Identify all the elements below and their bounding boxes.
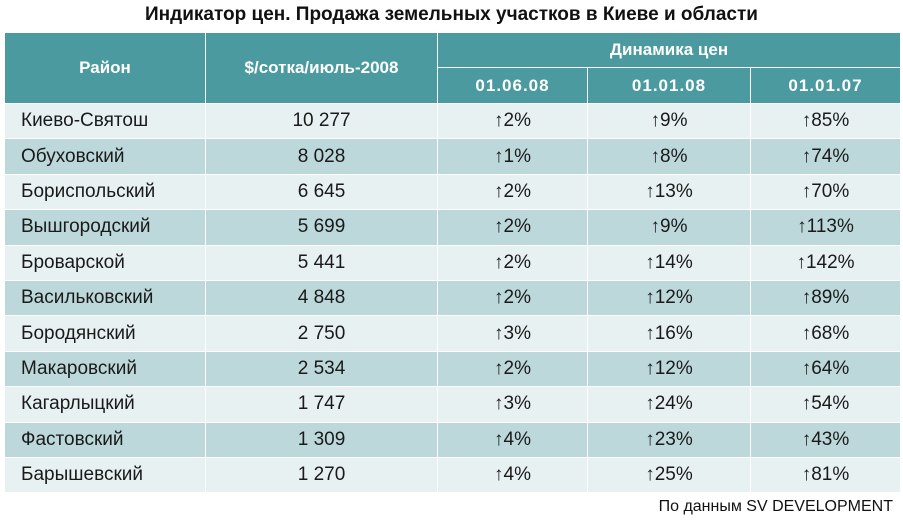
- change-cell-01-06-08: ↑2%: [437, 173, 588, 211]
- change-cell-01-01-07: ↑74%: [749, 138, 902, 175]
- change-cell-01-01-07: ↑64%: [749, 350, 902, 388]
- district-cell: Васильковский: [4, 279, 206, 317]
- change-cell-01-06-08: ↑2%: [437, 279, 588, 317]
- change-cell-01-06-08: ↑3%: [437, 386, 588, 423]
- change-cell-01-01-07: ↑70%: [749, 173, 902, 211]
- district-cell: Макаровский: [4, 350, 206, 388]
- change-cell-01-01-08: ↑9%: [587, 209, 751, 246]
- change-cell-01-01-07: ↑54%: [749, 386, 902, 423]
- header-district: Район: [4, 32, 206, 104]
- change-cell-01-01-08: ↑8%: [587, 138, 751, 175]
- district-cell: Киево-Святош: [4, 102, 206, 140]
- price-cell: 2 750: [205, 315, 438, 352]
- header-date-1: 01.06.08: [437, 67, 588, 104]
- table-row: Бориспольский 6 645 ↑2% ↑13% ↑70%: [4, 173, 902, 211]
- change-cell-01-06-08: ↑3%: [437, 315, 588, 352]
- district-cell: Фастовский: [4, 421, 206, 458]
- price-cell: 5 699: [205, 209, 438, 246]
- table-row: Обуховский 8 028 ↑1% ↑8% ↑74%: [4, 138, 902, 175]
- change-cell-01-01-08: ↑12%: [587, 279, 751, 317]
- table-row: Васильковский 4 848 ↑2% ↑12% ↑89%: [4, 279, 902, 317]
- change-cell-01-01-08: ↑16%: [587, 315, 751, 352]
- change-cell-01-06-08: ↑1%: [437, 138, 588, 175]
- district-cell: Броварской: [4, 244, 206, 281]
- change-cell-01-01-07: ↑43%: [749, 421, 902, 458]
- table-row: Барышевский 1 270 ↑4% ↑25% ↑81%: [4, 456, 902, 494]
- change-cell-01-01-07: ↑68%: [749, 315, 902, 352]
- change-cell-01-01-07: ↑85%: [749, 102, 902, 140]
- change-cell-01-01-07: ↑113%: [749, 209, 902, 246]
- source-note: По данным SV DEVELOPMENT: [658, 498, 893, 515]
- table-row: Киево-Святош 10 277 ↑2% ↑9% ↑85%: [4, 102, 902, 140]
- change-cell-01-01-08: ↑23%: [587, 421, 751, 458]
- price-cell: 8 028: [205, 138, 438, 175]
- district-cell: Вышгородский: [4, 209, 206, 246]
- price-cell: 5 441: [205, 244, 438, 281]
- header-dynamics: Динамика цен: [436, 32, 902, 68]
- change-cell-01-01-07: ↑81%: [749, 456, 902, 494]
- table-row: Макаровский 2 534 ↑2% ↑12% ↑64%: [4, 350, 902, 388]
- change-cell-01-06-08: ↑4%: [437, 421, 588, 458]
- table-row: Бородянский 2 750 ↑3% ↑16% ↑68%: [4, 315, 902, 352]
- change-cell-01-01-07: ↑142%: [749, 244, 902, 281]
- table-title: Индикатор цен. Продажа земельных участко…: [145, 4, 758, 25]
- price-table: Район $/сотка/июль-2008 Динамика цен 01.…: [4, 32, 902, 494]
- district-cell: Барышевский: [4, 456, 206, 494]
- change-cell-01-01-08: ↑13%: [587, 173, 751, 211]
- price-cell: 6 645: [205, 173, 438, 211]
- change-cell-01-01-08: ↑24%: [587, 386, 751, 423]
- change-cell-01-06-08: ↑2%: [437, 350, 588, 388]
- change-cell-01-01-07: ↑89%: [749, 279, 902, 317]
- district-cell: Кагарлыцкий: [4, 386, 206, 423]
- price-cell: 2 534: [205, 350, 438, 388]
- change-cell-01-06-08: ↑4%: [437, 456, 588, 494]
- price-cell: 1 270: [205, 456, 438, 494]
- district-cell: Бориспольский: [4, 173, 206, 211]
- header-date-3: 01.01.07: [749, 67, 902, 104]
- change-cell-01-06-08: ↑2%: [437, 209, 588, 246]
- table-row: Кагарлыцкий 1 747 ↑3% ↑24% ↑54%: [4, 386, 902, 423]
- change-cell-01-06-08: ↑2%: [437, 244, 588, 281]
- district-cell: Бородянский: [4, 315, 206, 352]
- change-cell-01-01-08: ↑12%: [587, 350, 751, 388]
- table-row: Фастовский 1 309 ↑4% ↑23% ↑43%: [4, 421, 902, 458]
- change-cell-01-01-08: ↑9%: [587, 102, 751, 140]
- price-cell: 4 848: [205, 279, 438, 317]
- price-cell: 10 277: [205, 102, 438, 140]
- change-cell-01-06-08: ↑2%: [437, 102, 588, 140]
- price-cell: 1 309: [205, 421, 438, 458]
- price-cell: 1 747: [205, 386, 438, 423]
- table-row: Вышгородский 5 699 ↑2% ↑9% ↑113%: [4, 209, 902, 246]
- header-price: $/сотка/июль-2008: [205, 32, 438, 104]
- district-cell: Обуховский: [4, 138, 206, 175]
- change-cell-01-01-08: ↑14%: [587, 244, 751, 281]
- header-date-2: 01.01.08: [587, 67, 751, 104]
- change-cell-01-01-08: ↑25%: [587, 456, 751, 494]
- table-row: Броварской 5 441 ↑2% ↑14% ↑142%: [4, 244, 902, 281]
